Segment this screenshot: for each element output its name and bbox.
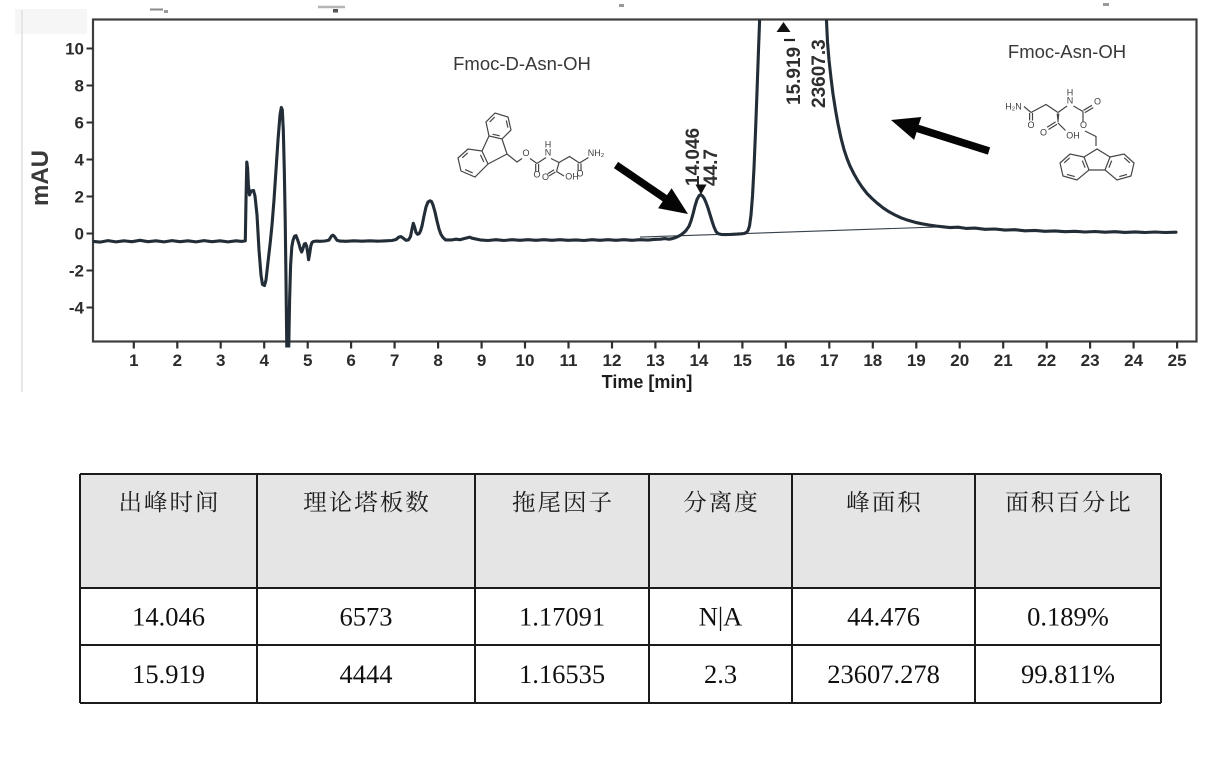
svg-text:Fmoc-D-Asn-OH: Fmoc-D-Asn-OH [453, 53, 591, 74]
svg-text:23607.3: 23607.3 [809, 39, 830, 108]
svg-text:25: 25 [1168, 351, 1187, 370]
svg-text:19: 19 [907, 351, 926, 370]
svg-text:O: O [542, 172, 549, 182]
svg-text:14.046: 14.046 [683, 128, 704, 186]
svg-text:10: 10 [516, 351, 535, 370]
svg-text:8: 8 [75, 77, 84, 96]
svg-text:3: 3 [216, 351, 225, 370]
svg-text:O: O [1094, 97, 1101, 107]
svg-text:10: 10 [65, 40, 84, 59]
svg-text:Time [min]: Time [min] [602, 372, 693, 392]
svg-text:-2: -2 [69, 262, 84, 281]
svg-text:7: 7 [390, 351, 399, 370]
svg-text:15: 15 [733, 351, 752, 370]
svg-text:6: 6 [75, 114, 84, 133]
svg-text:15.919: 15.919 [784, 47, 805, 105]
svg-text:4444: 4444 [340, 659, 393, 689]
svg-text:99.811%: 99.811% [1021, 659, 1115, 689]
svg-text:6573: 6573 [340, 601, 393, 631]
svg-text:17: 17 [820, 351, 839, 370]
svg-text:2.3: 2.3 [704, 659, 737, 689]
svg-text:18: 18 [863, 351, 882, 370]
svg-text:OH: OH [1066, 131, 1080, 141]
svg-text:14: 14 [689, 351, 708, 370]
svg-text:0.189%: 0.189% [1027, 601, 1109, 631]
svg-text:2: 2 [75, 188, 84, 207]
svg-text:OH: OH [565, 172, 579, 182]
svg-text:mAU: mAU [27, 150, 54, 206]
svg-text:O: O [533, 170, 540, 180]
svg-text:16: 16 [776, 351, 795, 370]
svg-text:24: 24 [1124, 351, 1143, 370]
svg-text:9: 9 [477, 351, 486, 370]
svg-text:13: 13 [646, 351, 665, 370]
svg-text:0: 0 [75, 225, 84, 244]
svg-text:H: H [1067, 88, 1074, 98]
svg-text:N: N [1067, 96, 1074, 106]
svg-text:1.17091: 1.17091 [519, 601, 605, 631]
svg-text:O: O [1027, 120, 1034, 130]
svg-text:O: O [1080, 120, 1087, 130]
svg-text:20: 20 [950, 351, 969, 370]
svg-text:22: 22 [1037, 351, 1056, 370]
svg-text:6: 6 [346, 351, 355, 370]
svg-text:Fmoc-Asn-OH: Fmoc-Asn-OH [1008, 41, 1126, 62]
svg-text:O: O [1040, 128, 1047, 138]
svg-text:12: 12 [603, 351, 622, 370]
svg-text:23607.278: 23607.278 [827, 659, 940, 689]
svg-text:11: 11 [560, 351, 578, 370]
svg-text:2: 2 [173, 351, 182, 370]
svg-text:8: 8 [433, 351, 442, 370]
svg-text:O: O [522, 148, 529, 158]
svg-text:5: 5 [303, 351, 312, 370]
svg-text:NH₂: NH₂ [588, 148, 605, 158]
svg-text:15.919: 15.919 [132, 659, 205, 689]
svg-text:N|A: N|A [699, 601, 743, 631]
svg-text:21: 21 [994, 351, 1013, 370]
svg-text:H₂N: H₂N [1005, 102, 1022, 112]
svg-text:14.046: 14.046 [132, 601, 205, 631]
svg-text:H: H [545, 140, 552, 150]
svg-text:O: O [576, 169, 583, 179]
svg-text:4: 4 [259, 351, 269, 370]
svg-text:N: N [545, 148, 552, 158]
svg-text:-4: -4 [69, 299, 85, 318]
svg-text:4: 4 [75, 151, 85, 170]
svg-text:1: 1 [129, 351, 138, 370]
svg-text:44.7: 44.7 [701, 149, 722, 186]
svg-text:23: 23 [1081, 351, 1100, 370]
svg-text:44.476: 44.476 [847, 601, 920, 631]
svg-text:1.16535: 1.16535 [519, 659, 605, 689]
